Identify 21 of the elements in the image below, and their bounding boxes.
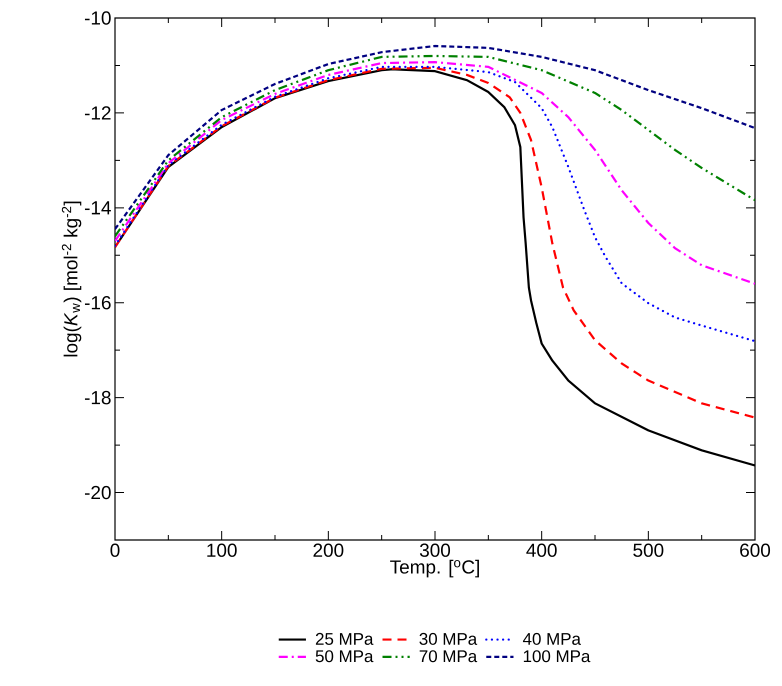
y-tick-label: -14: [84, 201, 111, 214]
legend-label: 25 MPa: [316, 632, 374, 645]
legend-label: 100 MPa: [524, 650, 590, 662]
x-tick-label: 500: [633, 544, 664, 557]
legend-label: 50 MPa: [316, 650, 374, 662]
x-tick-label: 600: [740, 544, 770, 557]
legend-label: 70 MPa: [420, 650, 478, 662]
x-tick-label: 0: [110, 544, 120, 557]
y-axis-title: log(K$_{w}$) [mol$^{-2}$ kg$^{-2}$]: [62, 202, 82, 356]
x-axis-title: Temp. [$^{o}$C]: [390, 560, 479, 578]
x-tick-label: 300: [420, 544, 450, 557]
legend-label: 40 MPa: [522, 632, 581, 645]
x-tick-label: 200: [313, 544, 344, 557]
x-tick-label: 100: [207, 544, 237, 557]
x-tick-label: 400: [526, 544, 557, 557]
y-tick-label: -16: [84, 296, 111, 310]
y-tick-label: -20: [84, 486, 111, 500]
y-tick-label: -10: [84, 11, 111, 25]
y-tick-label: -18: [84, 390, 111, 404]
y-tick-label: -12: [84, 106, 111, 120]
legend-label: 30 MPa: [419, 632, 478, 645]
